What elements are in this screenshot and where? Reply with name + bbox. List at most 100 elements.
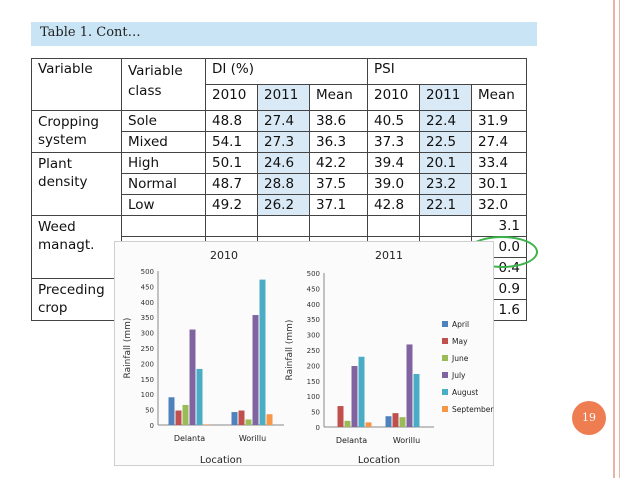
bar-may-worillu [392, 413, 399, 427]
class-cell: Mixed [121, 131, 206, 153]
subheader-cell: 2010 [205, 84, 258, 111]
bar-june-worillu [245, 419, 252, 425]
bar-june-delanta [182, 404, 189, 425]
value-cell: 37.3 [367, 131, 420, 153]
table-row: Weed managt. 3.1 [31, 215, 527, 279]
bar-august-delanta [358, 356, 365, 427]
value-cell: 30.1 [471, 173, 527, 195]
bar-august-worillu [259, 279, 266, 425]
x-axis-label: Location [200, 455, 242, 466]
x-tick-label: Worillu [393, 436, 420, 445]
value-cell: 37.5 [309, 173, 368, 195]
legend-label-may: May [452, 337, 468, 346]
y-tick-label: 300 [307, 332, 320, 340]
bar-july-worillu [406, 344, 413, 427]
value-cell: 48.8 [205, 110, 258, 132]
y-tick-label: 250 [307, 347, 320, 355]
header-di: DI (%) [205, 58, 368, 85]
legend-swatch-september [442, 406, 448, 412]
legend-label-july: July [451, 371, 466, 380]
bar-april-worillu [385, 416, 392, 427]
value-cell [205, 215, 258, 237]
bar-june-delanta [344, 420, 351, 427]
group-label: Cropping system [31, 110, 122, 153]
table-row: Normal 48.7 28.8 37.5 39.0 23.2 30.1 [32, 173, 527, 195]
value-cell: 39.4 [367, 152, 420, 174]
value-cell: 22.5 [419, 131, 472, 153]
legend-label-august: August [452, 388, 478, 397]
legend-label-june: June [451, 354, 469, 363]
bar-july-worillu [252, 315, 259, 425]
bar-may-delanta [337, 406, 344, 427]
value-cell [367, 215, 420, 237]
class-cell: Normal [121, 173, 206, 195]
value-cell: 27.3 [257, 131, 310, 153]
y-tick-label: 200 [141, 360, 154, 368]
legend-label-april: April [452, 320, 469, 329]
value-cell: 37.1 [309, 194, 368, 216]
class-cell: Sole [121, 110, 206, 132]
value-cell: 40.5 [367, 110, 420, 132]
value-cell: 27.4 [257, 110, 310, 132]
value-cell: 22.4 [419, 110, 472, 132]
y-tick-label: 200 [307, 362, 320, 370]
y-tick-label: 400 [307, 301, 320, 309]
slide-frame-line [613, 0, 615, 478]
y-tick-label: 50 [311, 409, 320, 417]
value-cell: 48.7 [205, 173, 258, 195]
header-variable: Variable [31, 58, 122, 111]
value-cell: 3.1 [471, 215, 527, 237]
x-tick-label: Worillu [239, 434, 266, 443]
y-axis-label: Rainfall (mm) [285, 320, 295, 381]
bar-july-delanta [351, 366, 358, 427]
chart-title: 2010 [210, 249, 238, 262]
bar-june-worillu [399, 417, 406, 427]
bar-august-delanta [196, 368, 203, 425]
value-cell [309, 215, 368, 237]
y-tick-label: 0 [150, 422, 154, 430]
table-row: Low 49.2 26.2 37.1 42.8 22.1 32.0 [32, 194, 527, 216]
subheader-cell: Mean [471, 84, 527, 111]
legend-label-september: September [452, 405, 494, 414]
bar-may-worillu [238, 410, 245, 425]
value-cell: 32.0 [471, 194, 527, 216]
legend-swatch-may [442, 338, 448, 344]
y-tick-label: 150 [307, 378, 320, 386]
value-cell: 38.6 [309, 110, 368, 132]
value-cell: 39.0 [367, 173, 420, 195]
bar-april-delanta [168, 397, 175, 425]
value-cell: 26.2 [257, 194, 310, 216]
y-tick-label: 0 [316, 424, 320, 432]
legend-swatch-june [442, 355, 448, 361]
y-tick-label: 100 [141, 391, 154, 399]
y-tick-label: 350 [141, 314, 154, 322]
class-cell [121, 215, 206, 237]
y-tick-label: 300 [141, 330, 154, 338]
legend-swatch-april [442, 321, 448, 327]
table-caption: Table 1. Cont… [31, 22, 537, 46]
bar-april-worillu [231, 412, 238, 425]
rainfall-chart-panel [114, 241, 494, 466]
x-tick-label: Delanta [174, 434, 205, 443]
group-label: Plant density [31, 152, 122, 216]
class-cell: High [121, 152, 206, 174]
table-row: Plant density High 50.1 24.6 42.2 39.4 2… [31, 152, 527, 216]
value-cell: 23.2 [419, 173, 472, 195]
bar-september-worillu [266, 414, 273, 425]
y-tick-label: 250 [141, 345, 154, 353]
bar-september-delanta [203, 424, 210, 425]
y-tick-label: 100 [307, 393, 320, 401]
subheader-cell: 2011 [419, 84, 472, 111]
rainfall-charts: 2010050100150200250300350400450500Rainfa… [123, 249, 494, 466]
subheader-cell: 2011 [257, 84, 310, 111]
value-cell: 20.1 [419, 152, 472, 174]
page-number-badge: 19 [572, 401, 606, 435]
table-header-row: Variable Variable class DI (%) PSI [31, 58, 527, 111]
value-cell: 27.4 [471, 131, 527, 153]
y-tick-label: 450 [307, 285, 320, 293]
chart-title: 2011 [375, 249, 403, 262]
value-cell: 36.3 [309, 131, 368, 153]
legend-swatch-august [442, 389, 448, 395]
bar-july-delanta [189, 329, 196, 425]
value-cell: 49.2 [205, 194, 258, 216]
